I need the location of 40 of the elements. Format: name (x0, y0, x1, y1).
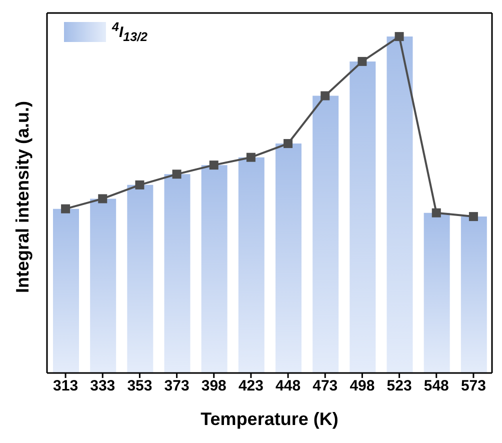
bar (90, 198, 116, 373)
point (135, 180, 144, 190)
x-tick-label: 373 (164, 378, 190, 395)
bar (164, 174, 190, 373)
legend-label: $^{4}$I$_{13/2}$ (112, 20, 148, 44)
point (172, 170, 182, 179)
x-tick-label: 573 (460, 378, 486, 395)
point (432, 208, 441, 218)
point (394, 32, 404, 42)
bar (424, 212, 450, 373)
legend-box: $^{4}$I$_{13/2}$ (64, 20, 148, 44)
x-tick-label: 313 (53, 378, 78, 395)
point (209, 160, 218, 170)
x-axis-title: Temperature (K) (200, 409, 338, 429)
x-tick-label: 333 (90, 378, 116, 395)
x-tick-label: 548 (424, 378, 449, 395)
x-tick-label: 523 (386, 378, 412, 395)
point (98, 194, 108, 204)
y-axis-title: Integral intensity (a.u.) (12, 100, 32, 293)
bar (312, 96, 339, 373)
bar (238, 157, 264, 373)
x-tick-label: 448 (276, 378, 301, 395)
bar (350, 61, 376, 373)
bar (276, 144, 302, 373)
bar (127, 184, 154, 373)
point (468, 212, 478, 222)
bar (53, 208, 79, 373)
x-tick-label: 498 (350, 378, 375, 395)
point (358, 56, 367, 66)
bar (386, 36, 413, 373)
point (284, 139, 293, 148)
bar (201, 165, 228, 373)
x-tick-label: 353 (127, 378, 152, 395)
point (320, 91, 330, 100)
bar (460, 216, 487, 373)
point (246, 152, 256, 162)
x-tick-label: 398 (201, 378, 226, 395)
x-tick-label: 423 (238, 378, 264, 395)
point (61, 204, 70, 214)
x-tick-label: 473 (312, 378, 338, 395)
